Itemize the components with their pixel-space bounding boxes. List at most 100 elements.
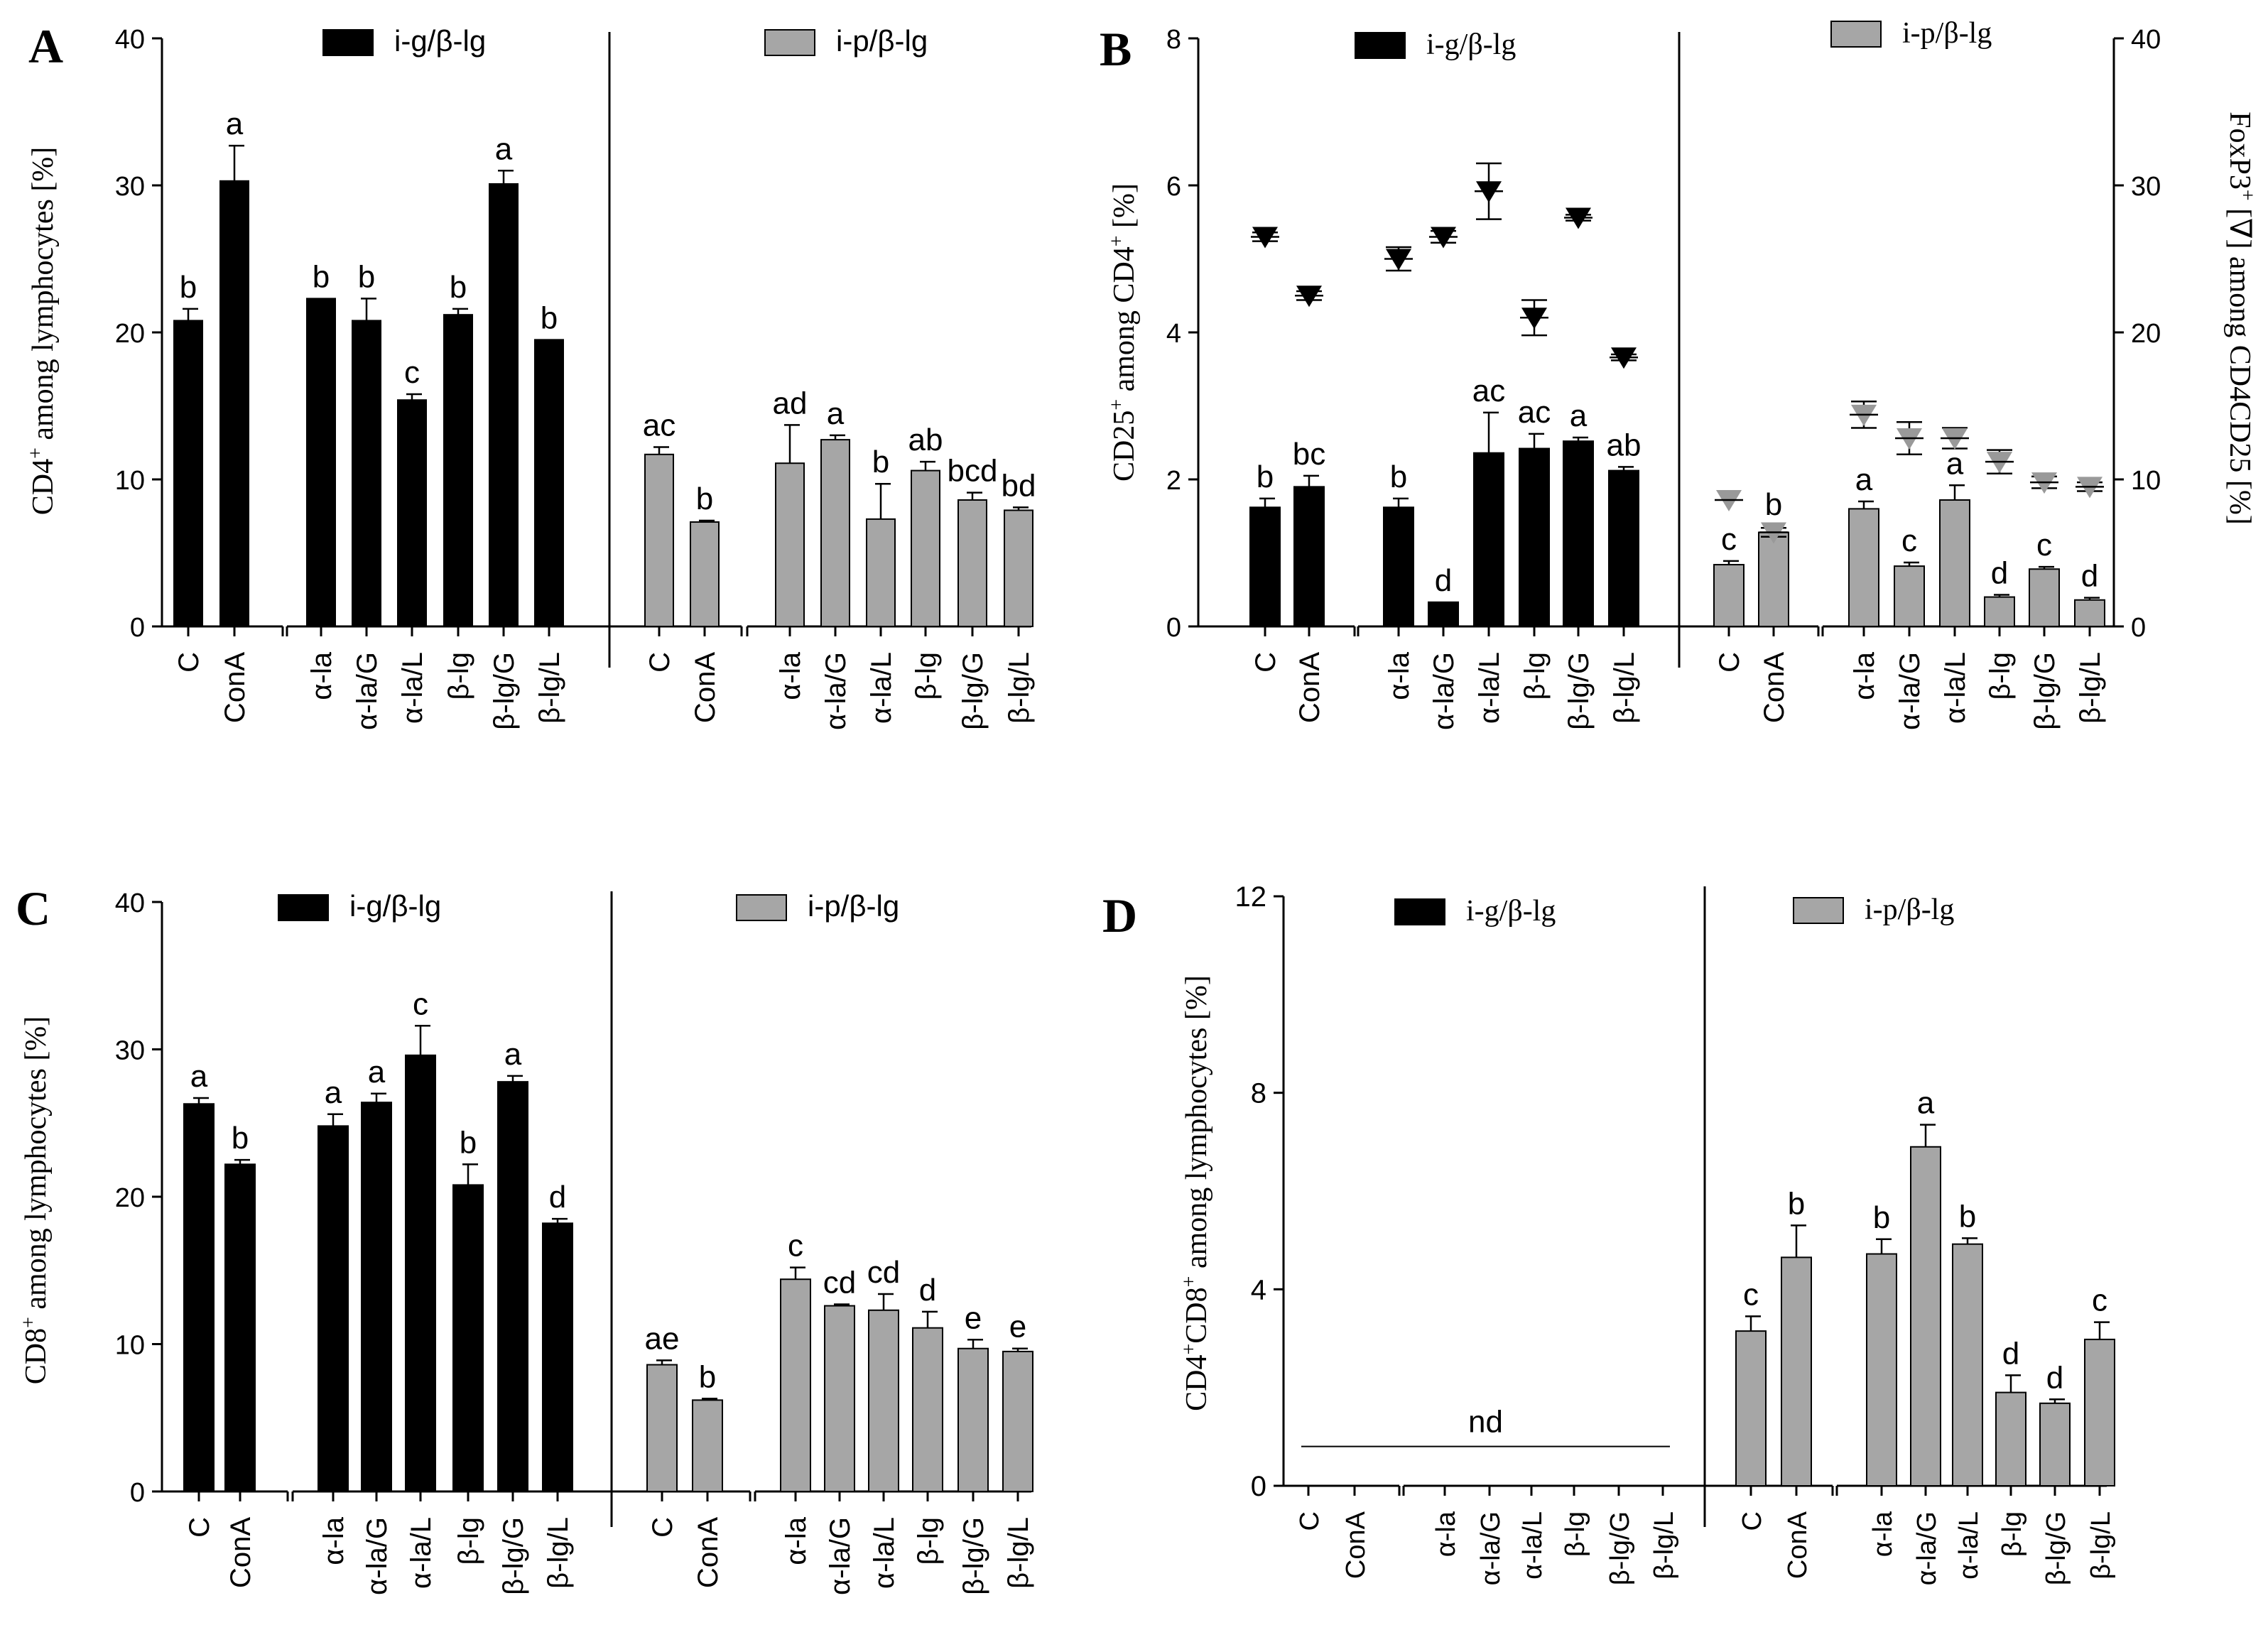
legend-label: i-p/β-lg bbox=[1865, 893, 1954, 926]
y-tick-label: 10 bbox=[115, 466, 145, 496]
category-label: β-lg/G bbox=[2041, 1511, 2071, 1585]
bar bbox=[1866, 1253, 1897, 1487]
category-label: α-la/G bbox=[1894, 652, 1926, 730]
legend-label: i-g/β-lg bbox=[394, 24, 486, 58]
category-label: β-lg/L bbox=[1004, 652, 1035, 724]
category-label: C bbox=[644, 652, 675, 673]
significance-letter: a bbox=[325, 1075, 342, 1110]
category-label: β-lg/L bbox=[1003, 1517, 1034, 1589]
significance-letter: d bbox=[549, 1180, 566, 1214]
category-label: β-lg bbox=[911, 652, 942, 700]
y-tick-label: 20 bbox=[115, 319, 145, 349]
y-tick-label: 0 bbox=[1251, 1471, 1266, 1502]
bar bbox=[820, 439, 850, 627]
y-tick-label: 4 bbox=[1166, 319, 1181, 349]
significance-letter: a bbox=[1570, 398, 1588, 433]
category-label: α-la/G bbox=[1476, 1511, 1506, 1585]
panel-c-label: C bbox=[16, 881, 50, 935]
category-label: α-la/G bbox=[1912, 1511, 1942, 1585]
significance-letter: b bbox=[1765, 487, 1782, 522]
category-label: α-la bbox=[1868, 1511, 1898, 1557]
y-right-tick-label: 0 bbox=[2131, 613, 2146, 643]
legend-swatch bbox=[1355, 32, 1406, 59]
legend-swatch bbox=[736, 894, 787, 921]
y-tick-label: 2 bbox=[1166, 466, 1181, 496]
y-axis-label: CD25+ among CD4+ [%] bbox=[1106, 183, 1141, 482]
category-label: α-la/L bbox=[397, 652, 428, 724]
category-label: α-la/L bbox=[866, 652, 897, 724]
bar bbox=[1428, 601, 1459, 627]
panel-b-label: B bbox=[1100, 22, 1132, 76]
legend-label: i-g/β-lg bbox=[1466, 895, 1556, 928]
significance-letter: b bbox=[313, 259, 330, 294]
y-right-tick-label: 10 bbox=[2131, 466, 2161, 496]
category-label: β-lg/L bbox=[1649, 1511, 1679, 1580]
bar bbox=[1995, 1391, 2026, 1487]
bar bbox=[173, 320, 203, 627]
bar bbox=[1758, 531, 1789, 628]
y-tick-label: 0 bbox=[130, 613, 145, 643]
y-right-tick-label: 40 bbox=[2131, 25, 2161, 55]
category-label: β-lg bbox=[1997, 1511, 2027, 1557]
significance-letter: d bbox=[2046, 1360, 2063, 1395]
significance-letter: a bbox=[504, 1037, 522, 1072]
significance-letter: c bbox=[404, 355, 420, 390]
bar bbox=[1939, 499, 1970, 627]
category-label: α-la/L bbox=[406, 1517, 437, 1589]
y-tick-label: 12 bbox=[1235, 881, 1267, 913]
legend-label: i-g/β-lg bbox=[349, 889, 441, 923]
category-label: ConA bbox=[219, 652, 251, 723]
category-label: α-la/G bbox=[820, 652, 852, 730]
category-label: ConA bbox=[1294, 652, 1325, 723]
significance-letter: b bbox=[180, 270, 197, 305]
category-label: C bbox=[184, 1517, 215, 1538]
significance-letter: b bbox=[1959, 1199, 1976, 1234]
bar bbox=[1383, 506, 1414, 628]
category-label: α-la bbox=[1849, 651, 1880, 700]
bar bbox=[318, 1125, 349, 1492]
category-label: β-lg/G bbox=[2029, 652, 2061, 730]
bar bbox=[306, 298, 336, 627]
significance-letter: b bbox=[1390, 460, 1407, 494]
category-label: α-la/G bbox=[362, 1517, 393, 1595]
significance-letter: d bbox=[1435, 563, 1452, 598]
significance-letter: c bbox=[1901, 523, 1917, 558]
y-tick-label: 30 bbox=[115, 172, 145, 202]
category-label: C bbox=[1250, 652, 1281, 673]
significance-letter: b bbox=[358, 259, 375, 294]
bar bbox=[690, 521, 720, 628]
category-label: α-la bbox=[318, 1516, 349, 1565]
y-tick-label: 0 bbox=[1166, 613, 1181, 643]
legend-label: i-p/β-lg bbox=[836, 24, 928, 58]
bar bbox=[824, 1305, 855, 1493]
bar bbox=[868, 1309, 899, 1493]
bar bbox=[352, 320, 381, 627]
legend-swatch bbox=[322, 29, 374, 56]
significance-letter: c bbox=[413, 987, 428, 1021]
bar bbox=[2029, 568, 2060, 628]
bar bbox=[1563, 440, 1594, 627]
legend-swatch bbox=[1830, 21, 1882, 48]
legend-label: i-p/β-lg bbox=[1902, 17, 1992, 50]
significance-letter: c bbox=[1743, 1277, 1759, 1312]
bar bbox=[644, 453, 674, 627]
significance-letter: a bbox=[368, 1055, 386, 1089]
significance-letter: d bbox=[2002, 1336, 2019, 1371]
y-tick-label: 8 bbox=[1251, 1078, 1266, 1109]
y-tick-label: 20 bbox=[115, 1183, 145, 1213]
bar bbox=[1781, 1256, 1812, 1487]
category-label: C bbox=[1714, 652, 1745, 673]
legend-swatch bbox=[1394, 898, 1445, 925]
category-label: ConA bbox=[1783, 1511, 1813, 1579]
y-right-tick-label: 20 bbox=[2131, 319, 2161, 349]
category-label: α-la bbox=[1431, 1511, 1461, 1557]
significance-letter: ac bbox=[1518, 395, 1551, 430]
bar bbox=[1848, 508, 1879, 628]
bar bbox=[775, 462, 805, 627]
legend-label: i-p/β-lg bbox=[808, 889, 899, 923]
category-label: β-lg/G bbox=[498, 1517, 529, 1595]
category-label: β-lg/L bbox=[2075, 652, 2106, 724]
bar bbox=[1293, 486, 1325, 627]
significance-letter: a bbox=[1917, 1086, 1935, 1121]
